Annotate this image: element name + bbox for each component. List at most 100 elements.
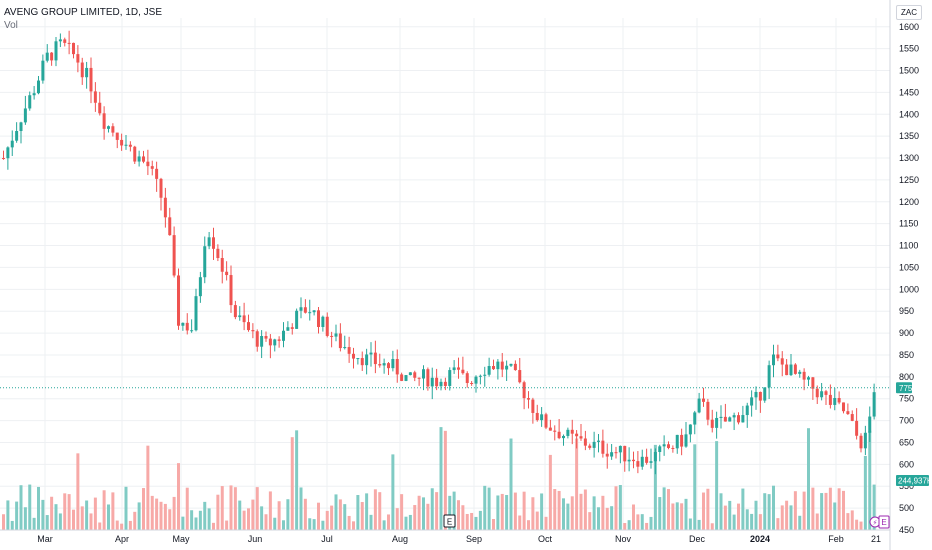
volume-bar (710, 523, 714, 530)
price-tick-label: 1050 (899, 262, 919, 272)
candle-body (667, 444, 670, 448)
time-tick-label: 21 (871, 534, 881, 544)
candle-body (89, 67, 93, 92)
candle-body (562, 435, 565, 439)
candle-body (789, 364, 793, 376)
volume-bar (737, 503, 740, 530)
candle-body (842, 402, 845, 412)
candle-body (286, 327, 290, 331)
volume-bar (435, 492, 439, 530)
candle-body (623, 445, 627, 462)
volume-bar (872, 484, 876, 530)
candle-body (299, 307, 303, 311)
volume-bar (522, 491, 526, 530)
volume-bar (457, 500, 460, 530)
volume-bar (356, 495, 360, 530)
price-tick-label: 1150 (899, 219, 918, 229)
event-markers[interactable]: ⚡ E (869, 515, 890, 529)
volume-bar (667, 489, 670, 530)
candle-body (23, 108, 27, 123)
candle-body (408, 372, 412, 376)
candle-body (365, 354, 369, 366)
candle-body (115, 132, 119, 140)
candle-body (535, 412, 539, 421)
candle-body (522, 382, 526, 399)
volume-bar (317, 502, 320, 530)
candle-body (815, 388, 819, 398)
volume-bar (662, 487, 666, 530)
price-tick-label: 800 (899, 372, 914, 382)
volume-bar (487, 487, 491, 530)
price-axis[interactable]: 450 500 550 600 650 700 750 800 850 900 950 1000 105… (889, 0, 919, 550)
candle-body (404, 375, 408, 381)
candle-body (798, 371, 802, 374)
symbol-title: AVENG GROUP LIMITED, 1D, JSE (4, 7, 162, 18)
volume-bar (343, 504, 347, 530)
chart-grid (0, 18, 890, 531)
candle-body (264, 336, 268, 339)
last-price-badge: 775 (896, 382, 913, 394)
price-tick-label: 1200 (899, 197, 919, 207)
candle-body (268, 338, 272, 346)
candle-body (422, 369, 425, 379)
volume-bar (72, 509, 75, 530)
candle-body (142, 156, 145, 162)
candle-body (63, 39, 67, 43)
candle-body (159, 178, 163, 198)
volume-bar (719, 493, 723, 530)
candle-body (203, 246, 207, 278)
volume-bar (133, 511, 137, 530)
volume-bar (824, 492, 828, 530)
candle-body (710, 419, 714, 428)
volume-bar (155, 498, 159, 530)
volume-bar (557, 490, 561, 530)
candle-body (636, 461, 640, 467)
price-tick-label: 550 (899, 481, 914, 491)
earnings-marker[interactable]: E (443, 514, 456, 528)
volume-bar (693, 444, 697, 530)
volume-bar (413, 505, 417, 530)
candle-body (675, 434, 679, 449)
volume-bar (465, 513, 469, 530)
volume-bar (89, 513, 93, 530)
candle-body (750, 397, 754, 406)
volume-bar (242, 510, 246, 530)
volume-bar (807, 428, 810, 530)
volume-bar (124, 486, 128, 530)
price-tick-label: 450 (899, 525, 914, 535)
volume-bar (535, 511, 539, 530)
volume-bar (570, 496, 574, 530)
candle-body (457, 367, 460, 370)
volume-bar (575, 438, 579, 530)
candle-body (260, 336, 264, 347)
volume-bar (303, 498, 307, 530)
candle-body (793, 364, 797, 374)
price-tick-label: 950 (899, 306, 914, 316)
volume-bar (741, 488, 745, 530)
candle-body (242, 315, 246, 323)
volume-bar (268, 491, 272, 530)
volume-bar (745, 509, 749, 530)
volume-bar (645, 522, 649, 530)
volume-bar (150, 495, 154, 530)
volume-bar (422, 497, 425, 530)
volume-bar (846, 513, 850, 530)
time-tick-label: Apr (115, 534, 129, 544)
volume-bar (338, 499, 342, 530)
candle-body (439, 381, 443, 387)
candle-body (465, 373, 469, 383)
volume-bar (785, 500, 789, 530)
volume-bar (23, 507, 27, 530)
volume-bar (702, 492, 705, 530)
volume-bar (815, 513, 819, 530)
volume-bar (723, 505, 727, 530)
currency-button[interactable]: ZAC (896, 5, 922, 20)
candle-body (185, 322, 189, 331)
time-tick-label: Jun (248, 534, 263, 544)
volume-bar (496, 495, 500, 530)
time-tick-label: Aug (392, 534, 408, 544)
volume-bar (45, 515, 49, 530)
candle-body (391, 358, 395, 369)
time-axis[interactable]: Mar Apr May Jun Jul Aug Sep Oct Nov Dec 2024 Feb 21 (0, 529, 890, 544)
